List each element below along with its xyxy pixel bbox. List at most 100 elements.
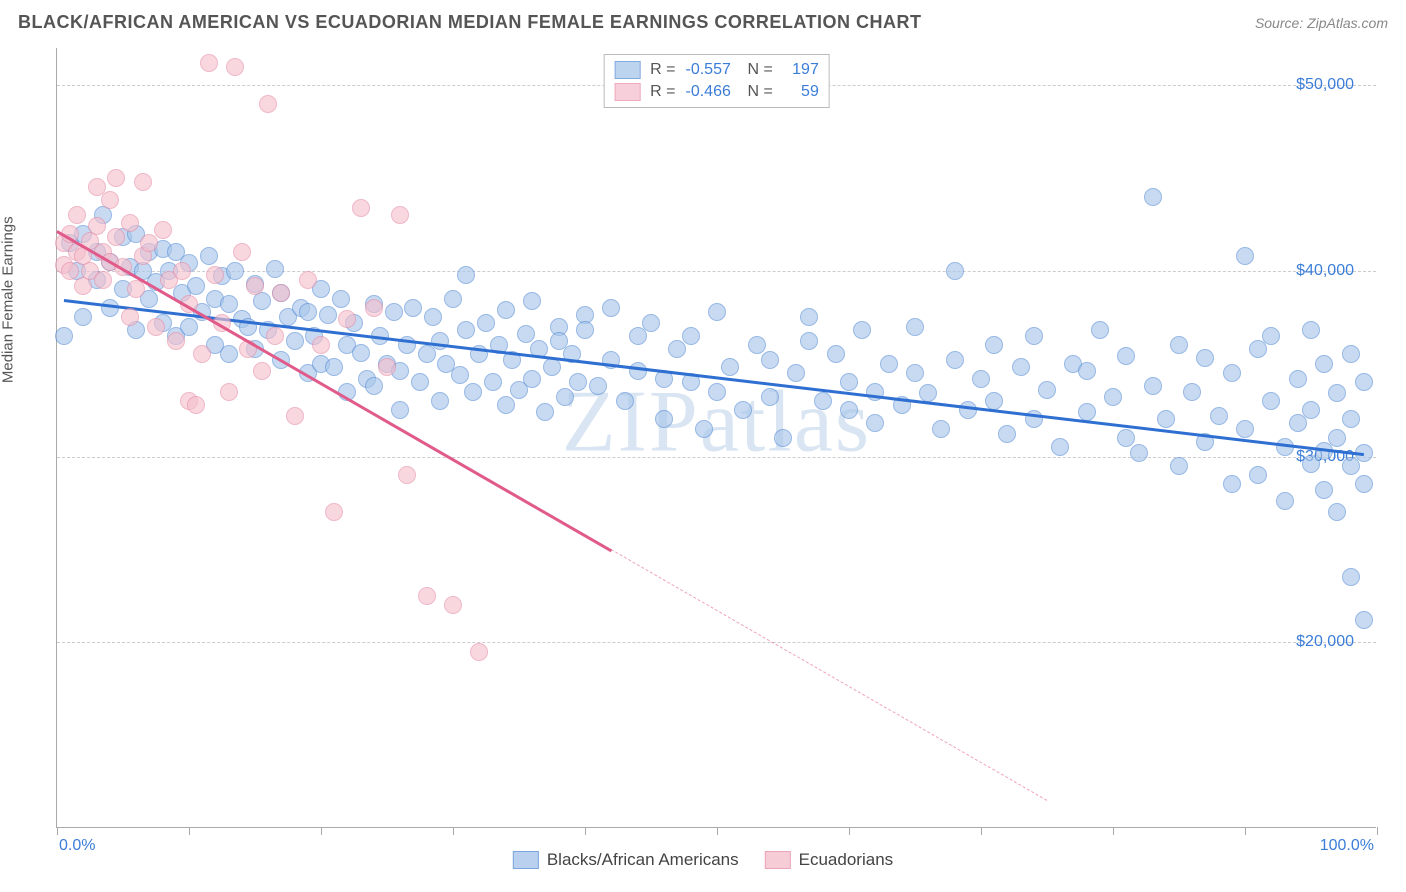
data-point	[147, 318, 165, 336]
data-point	[246, 277, 264, 295]
data-point	[1170, 336, 1188, 354]
data-point	[1276, 438, 1294, 456]
data-point	[589, 377, 607, 395]
x-tick	[321, 827, 322, 835]
data-point	[187, 396, 205, 414]
legend-stats-row: R = -0.557 N = 197	[614, 59, 819, 81]
data-point	[840, 401, 858, 419]
data-point	[853, 321, 871, 339]
data-point	[1144, 377, 1162, 395]
data-point	[1355, 475, 1373, 493]
data-point	[959, 401, 977, 419]
data-point	[998, 425, 1016, 443]
data-point	[523, 370, 541, 388]
gridline	[57, 642, 1376, 643]
data-point	[602, 299, 620, 317]
data-point	[866, 414, 884, 432]
legend-r-label: R =	[650, 61, 675, 79]
x-tick	[1377, 827, 1378, 835]
data-point	[1078, 403, 1096, 421]
data-point	[233, 243, 251, 261]
data-point	[352, 199, 370, 217]
data-point	[629, 362, 647, 380]
data-point	[259, 95, 277, 113]
data-point	[748, 336, 766, 354]
legend-item: Ecuadorians	[765, 850, 894, 870]
data-point	[569, 373, 587, 391]
data-point	[167, 332, 185, 350]
data-point	[972, 370, 990, 388]
data-point	[946, 262, 964, 280]
legend-swatch	[513, 851, 539, 869]
data-point	[1262, 392, 1280, 410]
data-point	[365, 299, 383, 317]
data-point	[206, 266, 224, 284]
data-point	[398, 466, 416, 484]
data-point	[536, 403, 554, 421]
data-point	[708, 303, 726, 321]
data-point	[200, 54, 218, 72]
data-point	[576, 321, 594, 339]
data-point	[655, 410, 673, 428]
data-point	[107, 228, 125, 246]
x-tick	[1245, 827, 1246, 835]
data-point	[800, 308, 818, 326]
data-point	[800, 332, 818, 350]
data-point	[1130, 444, 1148, 462]
data-point	[365, 377, 383, 395]
data-point	[484, 373, 502, 391]
y-tick-label: $40,000	[1296, 262, 1354, 280]
data-point	[1157, 410, 1175, 428]
data-point	[1355, 611, 1373, 629]
data-point	[220, 345, 238, 363]
chart-title: BLACK/AFRICAN AMERICAN VS ECUADORIAN MED…	[18, 12, 921, 33]
data-point	[127, 280, 145, 298]
legend-swatch	[614, 61, 640, 79]
data-point	[391, 206, 409, 224]
data-point	[431, 392, 449, 410]
data-point	[55, 327, 73, 345]
data-point	[266, 260, 284, 278]
data-point	[470, 643, 488, 661]
data-point	[319, 306, 337, 324]
data-point	[299, 303, 317, 321]
x-tick	[585, 827, 586, 835]
data-point	[378, 358, 396, 376]
data-point	[464, 383, 482, 401]
data-point	[180, 318, 198, 336]
data-point	[556, 388, 574, 406]
data-point	[220, 383, 238, 401]
data-point	[226, 262, 244, 280]
data-point	[814, 392, 832, 410]
data-point	[1355, 373, 1373, 391]
data-point	[94, 271, 112, 289]
data-point	[642, 314, 660, 332]
legend-series-name: Ecuadorians	[799, 850, 894, 870]
data-point	[332, 290, 350, 308]
data-point	[787, 364, 805, 382]
x-tick	[453, 827, 454, 835]
legend-swatch	[614, 83, 640, 101]
data-point	[1342, 345, 1360, 363]
data-point	[418, 587, 436, 605]
legend-r-value: -0.557	[686, 61, 738, 79]
y-tick-label: $20,000	[1296, 633, 1354, 651]
data-point	[101, 191, 119, 209]
y-tick-label: $50,000	[1296, 76, 1354, 94]
data-point	[411, 373, 429, 391]
data-point	[1210, 407, 1228, 425]
x-tick	[57, 827, 58, 835]
data-point	[1328, 503, 1346, 521]
data-point	[774, 429, 792, 447]
data-point	[1117, 429, 1135, 447]
data-point	[761, 351, 779, 369]
data-point	[107, 169, 125, 187]
data-point	[312, 336, 330, 354]
legend-r-label: R =	[650, 83, 675, 101]
data-point	[543, 358, 561, 376]
data-point	[497, 396, 515, 414]
data-point	[1236, 420, 1254, 438]
data-point	[325, 503, 343, 521]
data-point	[173, 262, 191, 280]
data-point	[444, 596, 462, 614]
